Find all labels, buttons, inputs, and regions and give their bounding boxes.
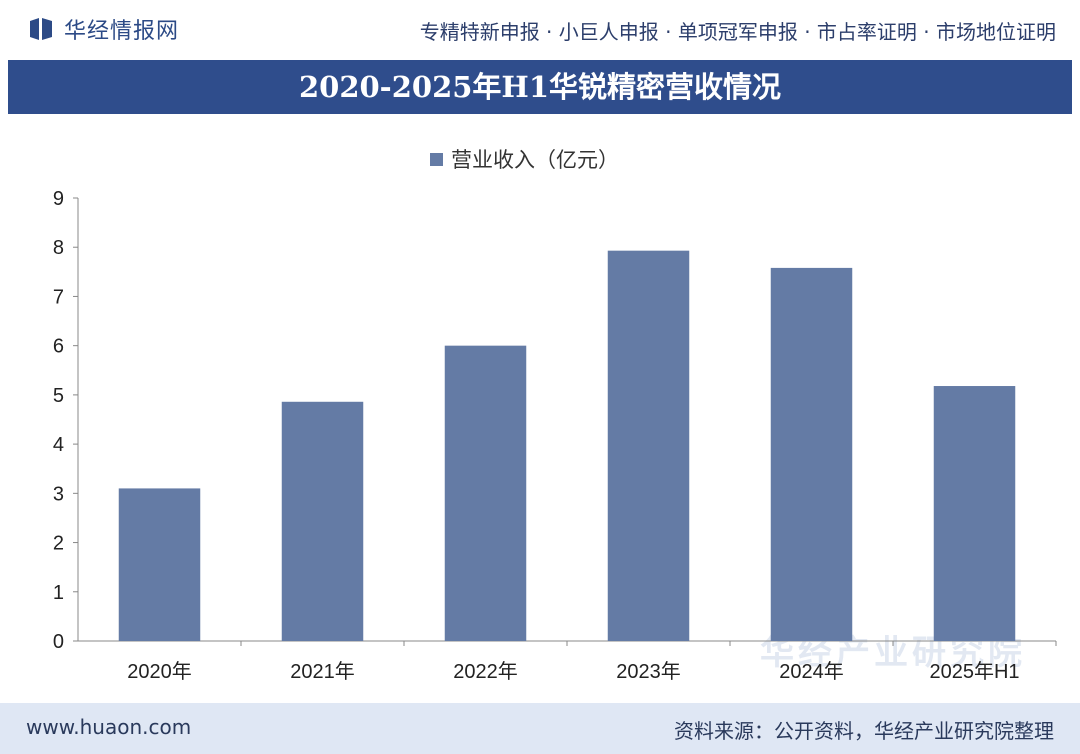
footer: www.huaon.com 资料来源：公开资料，华经产业研究院整理 (0, 703, 1080, 754)
y-tick-label: 0 (53, 631, 64, 653)
x-tick-label: 2024年 (779, 660, 844, 683)
bar (281, 401, 364, 641)
bar-chart: 0 1 2 3 4 5 6 7 8 9 2020年 2021年 2022年 2023年 2024年 2025年… (53, 188, 1057, 683)
y-tick-label: 5 (53, 385, 64, 407)
footer-source: 资料来源：公开资料，华经产业研究院整理 (674, 719, 1054, 743)
bar (607, 250, 690, 641)
logo-icon (30, 18, 52, 40)
legend-label: 营业收入（亿元） (451, 148, 619, 172)
y-tick-label: 1 (53, 582, 64, 604)
bar (444, 345, 527, 641)
title-bar: 2020-2025年H1华锐精密营收情况 (8, 60, 1072, 114)
y-tick-label: 8 (53, 237, 64, 259)
bar (933, 386, 1016, 641)
brand-logo[interactable]: 华经情报网 (28, 12, 179, 46)
footer-site[interactable]: www.huaon.com (26, 715, 192, 739)
legend-swatch (430, 152, 443, 166)
bar (770, 267, 853, 641)
logo-text: 华经情报网 (64, 19, 180, 44)
chart-legend: 营业收入（亿元） (430, 144, 619, 174)
top-bar: 华经情报网 专精特新申报 · 小巨人申报 · 单项冠军申报 · 市占率证明 · … (0, 0, 1080, 58)
y-tick-label: 9 (53, 188, 64, 210)
bar (118, 488, 201, 641)
y-tick-label: 4 (53, 434, 64, 456)
y-tick-label: 2 (53, 533, 64, 555)
y-tick-label: 3 (53, 483, 64, 505)
services-list: 专精特新申报 · 小巨人申报 · 单项冠军申报 · 市占率证明 · 市场地位证明 (419, 20, 1056, 44)
x-tick-label: 2021年 (290, 660, 355, 683)
chart-title: 2020-2025年H1华锐精密营收情况 (298, 70, 782, 104)
x-tick-label: 2020年 (127, 660, 192, 683)
y-tick-label: 6 (53, 336, 64, 358)
x-tick-label: 2022年 (453, 660, 518, 683)
y-tick-label: 7 (53, 286, 64, 308)
x-tick-label: 2023年 (616, 660, 681, 683)
x-tick-label: 2025年H1 (929, 660, 1019, 683)
